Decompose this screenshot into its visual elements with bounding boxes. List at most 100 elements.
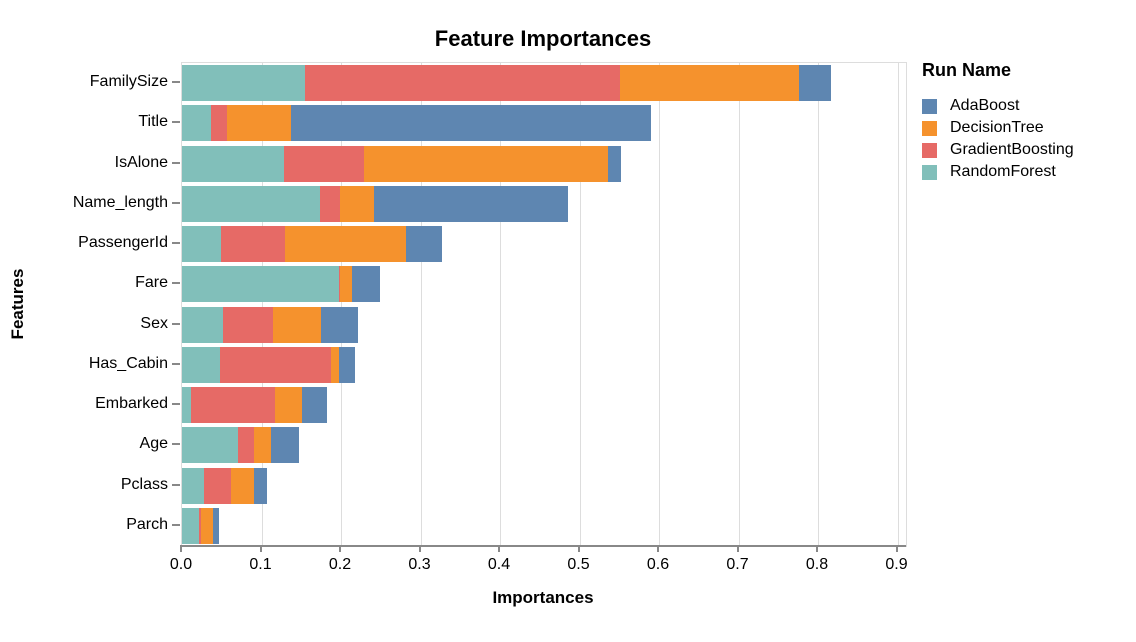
bar-segment-IsAlone-RandomForest[interactable] (182, 145, 284, 182)
bar-segment-FamilySize-GradientBoosting[interactable] (305, 65, 621, 102)
legend-items: AdaBoost DecisionTree GradientBoosting Rand… (922, 95, 1122, 183)
x-tick-label-0.3: 0.3 (408, 556, 431, 573)
bar-Fare (182, 266, 906, 303)
y-tick-label-FamilySize: FamilySize (89, 73, 168, 91)
x-tick-label-0.8: 0.8 (805, 556, 829, 573)
chart-title: Feature Importances (434, 26, 652, 51)
bar-segment-Embarked-GradientBoosting[interactable] (190, 387, 275, 424)
x-tick-label-0.4: 0.4 (487, 556, 511, 573)
bar-segment-Pclass-DecisionTree[interactable] (231, 467, 255, 504)
bar-segment-Embarked-DecisionTree[interactable] (275, 387, 303, 424)
bar-Age (182, 427, 906, 464)
bar-segment-IsAlone-DecisionTree[interactable] (364, 145, 609, 182)
y-tick-mark (172, 282, 180, 285)
gridline-0.8 (818, 63, 819, 546)
x-axis-domain-line (180, 545, 906, 547)
y-tick-mark (172, 201, 180, 204)
legend-swatch-AdaBoost (922, 98, 937, 114)
bar-segment-Parch-DecisionTree[interactable] (201, 507, 213, 544)
bar-segment-Age-RandomForest[interactable] (182, 427, 239, 464)
plot-area (181, 62, 907, 547)
bar-segment-Has_Cabin-AdaBoost[interactable] (339, 346, 355, 383)
legend-item-DecisionTree[interactable]: DecisionTree (922, 117, 1122, 139)
bar-segment-Sex-RandomForest[interactable] (182, 306, 224, 343)
bar-segment-FamilySize-DecisionTree[interactable] (620, 65, 799, 102)
x-tick-mark-0.5 (577, 546, 580, 552)
y-tick-mark (172, 161, 180, 164)
bar-segment-Age-AdaBoost[interactable] (271, 427, 299, 464)
bar-PassengerId (182, 226, 906, 263)
bar-segment-Age-GradientBoosting[interactable] (238, 427, 254, 464)
bar-segment-Pclass-AdaBoost[interactable] (254, 467, 268, 504)
bar-segment-Name_length-GradientBoosting[interactable] (320, 185, 341, 222)
legend-label: RandomForest (950, 163, 1056, 180)
bar-Title (182, 105, 906, 142)
x-tick-mark-0.6 (657, 546, 659, 552)
bar-segment-PassengerId-AdaBoost[interactable] (406, 226, 442, 263)
y-tick-label-Has_Cabin: Has_Cabin (88, 354, 168, 372)
bar-segment-Name_length-AdaBoost[interactable] (374, 185, 568, 222)
bar-segment-Fare-RandomForest[interactable] (182, 266, 339, 303)
y-tick-mark (172, 121, 180, 124)
bar-segment-Fare-AdaBoost[interactable] (352, 266, 380, 303)
bar-segment-Fare-DecisionTree[interactable] (340, 266, 353, 303)
gridline-0.2 (341, 63, 342, 546)
bar-Has_Cabin (182, 346, 906, 383)
bar-IsAlone (182, 145, 906, 182)
bar-segment-FamilySize-AdaBoost[interactable] (798, 65, 831, 102)
y-tick-label-Embarked: Embarked (95, 395, 168, 413)
bar-segment-Parch-GradientBoosting[interactable] (199, 507, 202, 544)
bar-segment-PassengerId-RandomForest[interactable] (182, 226, 221, 263)
y-tick-label-Title: Title (138, 113, 168, 131)
bar-segment-Age-DecisionTree[interactable] (253, 427, 272, 464)
bar-segment-Pclass-RandomForest[interactable] (182, 467, 205, 504)
bar-segment-Name_length-DecisionTree[interactable] (340, 185, 375, 222)
bar-segment-Sex-GradientBoosting[interactable] (223, 306, 274, 343)
bar-segment-Title-RandomForest[interactable] (182, 105, 211, 142)
bar-segment-PassengerId-DecisionTree[interactable] (284, 226, 407, 263)
bar-segment-Has_Cabin-RandomForest[interactable] (182, 346, 221, 383)
x-tick-mark-0.1 (259, 546, 262, 552)
y-tick-label-Name_length: Name_length (72, 193, 168, 211)
bar-segment-Name_length-RandomForest[interactable] (182, 185, 321, 222)
x-tick-label-0.2: 0.2 (328, 556, 352, 573)
bar-segment-Parch-AdaBoost[interactable] (213, 507, 220, 544)
legend-item-GradientBoosting[interactable]: GradientBoosting (922, 139, 1122, 161)
bar-segment-Embarked-AdaBoost[interactable] (302, 387, 328, 424)
bar-segment-Parch-RandomForest[interactable] (182, 507, 200, 544)
bar-segment-Fare-GradientBoosting[interactable] (338, 266, 341, 303)
bar-Parch (182, 507, 906, 544)
bar-segment-Title-GradientBoosting[interactable] (210, 105, 228, 142)
gridline-0.1 (261, 63, 263, 546)
bar-segment-Title-DecisionTree[interactable] (227, 105, 291, 142)
bar-segment-Has_Cabin-GradientBoosting[interactable] (220, 346, 331, 383)
x-tick-label-0.0: 0.0 (169, 556, 193, 573)
bar-segment-Has_Cabin-DecisionTree[interactable] (330, 346, 340, 383)
bar-segment-FamilySize-RandomForest[interactable] (182, 65, 306, 102)
bar-segment-Sex-AdaBoost[interactable] (321, 306, 359, 343)
y-tick-label-IsAlone: IsAlone (114, 153, 168, 171)
y-axis-title: Features (8, 268, 27, 340)
bar-Pclass (182, 467, 906, 504)
gridline-0.3 (420, 63, 422, 546)
gridline-0.7 (738, 63, 740, 546)
legend-swatch-GradientBoosting (922, 142, 937, 158)
legend-label: AdaBoost (950, 97, 1020, 114)
bar-Sex (182, 306, 906, 343)
legend-item-RandomForest[interactable]: RandomForest (922, 161, 1122, 183)
y-tick-label-Sex: Sex (140, 314, 168, 332)
legend-item-AdaBoost[interactable]: AdaBoost (922, 95, 1122, 117)
x-tick-label-0.6: 0.6 (646, 556, 670, 573)
bar-segment-Sex-DecisionTree[interactable] (273, 306, 322, 343)
bar-segment-Pclass-GradientBoosting[interactable] (204, 467, 232, 504)
bar-segment-IsAlone-GradientBoosting[interactable] (283, 145, 365, 182)
bar-segment-PassengerId-GradientBoosting[interactable] (220, 226, 285, 263)
legend-label: GradientBoosting (950, 141, 1074, 158)
bar-segment-IsAlone-AdaBoost[interactable] (608, 145, 621, 182)
bar-segment-Embarked-RandomForest[interactable] (182, 387, 191, 424)
y-tick-label-Age: Age (139, 435, 168, 453)
bar-FamilySize (182, 65, 906, 102)
bar-segment-Title-AdaBoost[interactable] (290, 105, 652, 142)
y-tick-label-Fare: Fare (135, 274, 168, 292)
